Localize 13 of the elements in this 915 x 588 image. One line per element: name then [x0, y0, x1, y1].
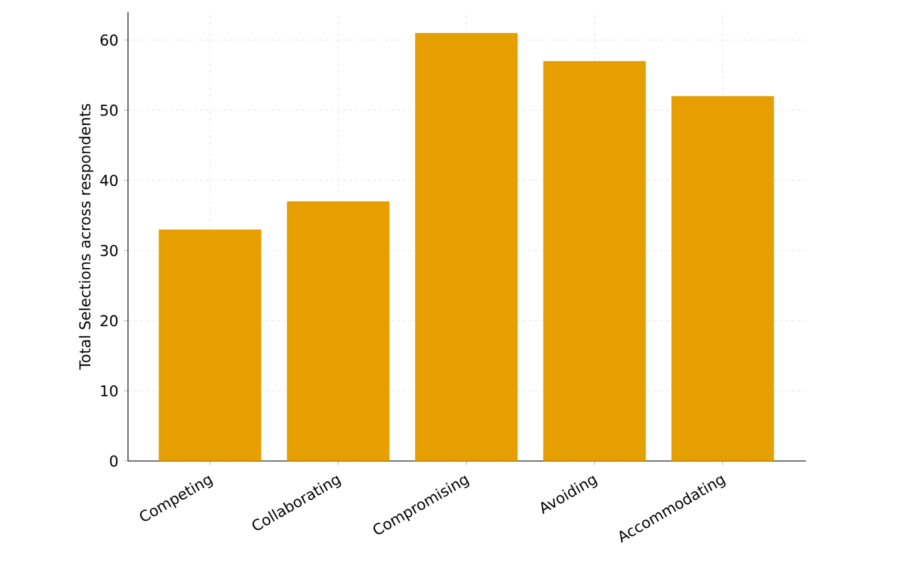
- y-tick-label: 30: [100, 244, 118, 256]
- bar: [286, 201, 390, 461]
- y-axis-title: Total Selections across respondents: [78, 104, 94, 370]
- y-tick-label: 50: [100, 104, 118, 116]
- bar: [543, 61, 646, 461]
- y-tick-label: 10: [101, 385, 118, 396]
- y-tick-label: 60: [100, 34, 118, 46]
- bar: [415, 33, 518, 461]
- y-tick-label: 20: [100, 315, 118, 326]
- bar: [158, 229, 262, 461]
- bar: [671, 96, 774, 461]
- y-tick-label: 40: [100, 174, 118, 186]
- y-tick-label: 0: [110, 455, 118, 467]
